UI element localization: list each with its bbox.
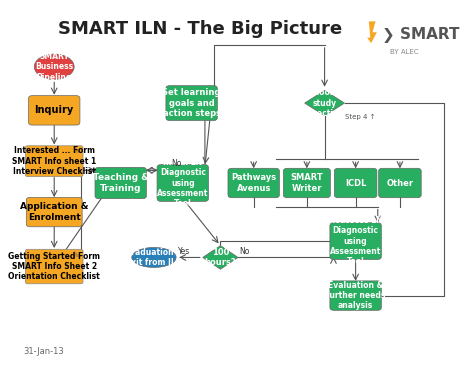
- Text: SMART
Business
Pipeline: SMART Business Pipeline: [35, 52, 73, 82]
- Text: Interested ... Form
SMART Info sheet 1
Interview Checklist: Interested ... Form SMART Info sheet 1 I…: [12, 146, 96, 176]
- Text: Inquiry: Inquiry: [35, 105, 74, 115]
- Text: Set learning
goals and
action steps: Set learning goals and action steps: [163, 88, 221, 118]
- Polygon shape: [75, 147, 81, 153]
- Text: 100
hours?: 100 hours?: [205, 248, 236, 267]
- Text: Getting Started Form
SMART Info Sheet 2
Orientation Checklist: Getting Started Form SMART Info Sheet 2 …: [8, 252, 100, 281]
- FancyBboxPatch shape: [283, 168, 330, 198]
- Text: Other: Other: [386, 179, 413, 187]
- FancyBboxPatch shape: [26, 197, 82, 227]
- FancyBboxPatch shape: [330, 281, 381, 310]
- Text: Choose
study
direction: Choose study direction: [305, 88, 344, 118]
- Polygon shape: [74, 251, 81, 257]
- Ellipse shape: [132, 247, 176, 268]
- FancyBboxPatch shape: [166, 86, 217, 120]
- Text: Initial LN
Diagnostic
using
Assessment
Tool: Initial LN Diagnostic using Assessment T…: [157, 158, 209, 208]
- Text: Graduation &
Exit from ILN: Graduation & Exit from ILN: [125, 248, 183, 267]
- Text: SMART ILN - The Big Picture: SMART ILN - The Big Picture: [58, 19, 343, 38]
- FancyBboxPatch shape: [26, 146, 83, 177]
- Text: No: No: [239, 247, 250, 256]
- Text: Yes: Yes: [178, 247, 191, 256]
- Text: Step 4 ↑: Step 4 ↑: [345, 114, 375, 120]
- Text: SMART
Writer: SMART Writer: [291, 173, 323, 193]
- Polygon shape: [203, 246, 238, 269]
- Text: 31-Jan-13: 31-Jan-13: [23, 347, 64, 356]
- Text: ICDL: ICDL: [345, 179, 366, 187]
- Text: Reassess LN
Diagnostic
using
Assessment
Tool: Reassess LN Diagnostic using Assessment …: [329, 216, 383, 266]
- FancyBboxPatch shape: [26, 249, 83, 284]
- FancyBboxPatch shape: [228, 168, 279, 198]
- FancyBboxPatch shape: [330, 223, 381, 259]
- Text: BY ALEC: BY ALEC: [390, 49, 419, 55]
- Text: No: No: [172, 158, 182, 168]
- Text: ❯ SMART: ❯ SMART: [382, 27, 460, 43]
- Text: Teaching &
Training: Teaching & Training: [93, 173, 149, 193]
- Polygon shape: [367, 21, 377, 43]
- FancyBboxPatch shape: [157, 165, 209, 201]
- Text: Application &
Enrolment: Application & Enrolment: [20, 202, 89, 222]
- FancyBboxPatch shape: [334, 168, 377, 198]
- FancyBboxPatch shape: [95, 167, 146, 199]
- Ellipse shape: [34, 54, 74, 79]
- Text: Evaluation &
further needs
analysis: Evaluation & further needs analysis: [326, 281, 385, 310]
- FancyBboxPatch shape: [28, 96, 80, 125]
- Text: Pathways
Avenus: Pathways Avenus: [231, 173, 276, 193]
- Polygon shape: [305, 90, 345, 116]
- FancyBboxPatch shape: [379, 168, 421, 198]
